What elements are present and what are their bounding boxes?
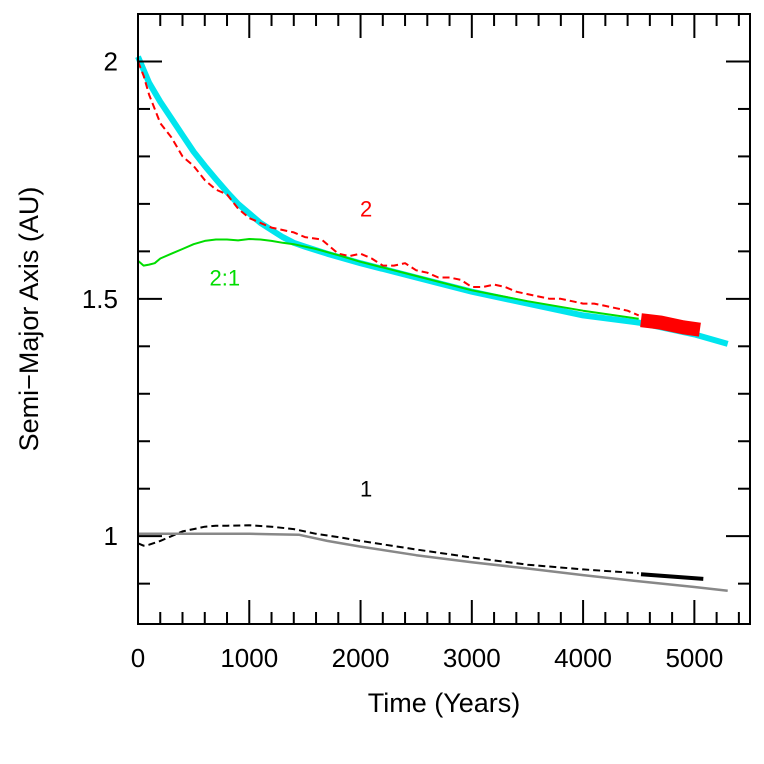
y-axis-title: Semi−Major Axis (AU) (14, 187, 44, 452)
y-tick-label: 1.5 (82, 284, 118, 314)
annotation-label: 2 (360, 197, 372, 222)
x-tick-label: 4000 (554, 643, 612, 673)
x-tick-label: 2000 (332, 643, 390, 673)
annotation-label: 1 (360, 477, 372, 502)
x-tick-label: 1000 (220, 643, 278, 673)
series-line-1 (137, 61, 640, 317)
series-line-4 (137, 524, 639, 575)
tick-layer (137, 13, 750, 624)
series-layer (135, 55, 729, 593)
annotation-layer: 2 2:1 1 (209, 197, 372, 502)
x-tick-label: 0 (131, 643, 145, 673)
series-line-2 (640, 313, 701, 337)
tick-label-layer: 0 1000 2000 3000 4000 5000 1 1.5 2 (82, 46, 723, 673)
series-line-6 (138, 532, 728, 593)
annotation-label: 2:1 (209, 265, 240, 290)
series-line-0 (135, 55, 729, 347)
x-tick-label: 3000 (443, 643, 501, 673)
plot-frame (137, 13, 751, 625)
x-tick-label: 5000 (665, 643, 723, 673)
y-tick-label: 2 (104, 46, 118, 76)
x-axis-title: Time (Years) (368, 688, 521, 718)
series-line-3 (137, 238, 639, 320)
series-line-5 (640, 572, 704, 581)
y-tick-label: 1 (104, 521, 118, 551)
